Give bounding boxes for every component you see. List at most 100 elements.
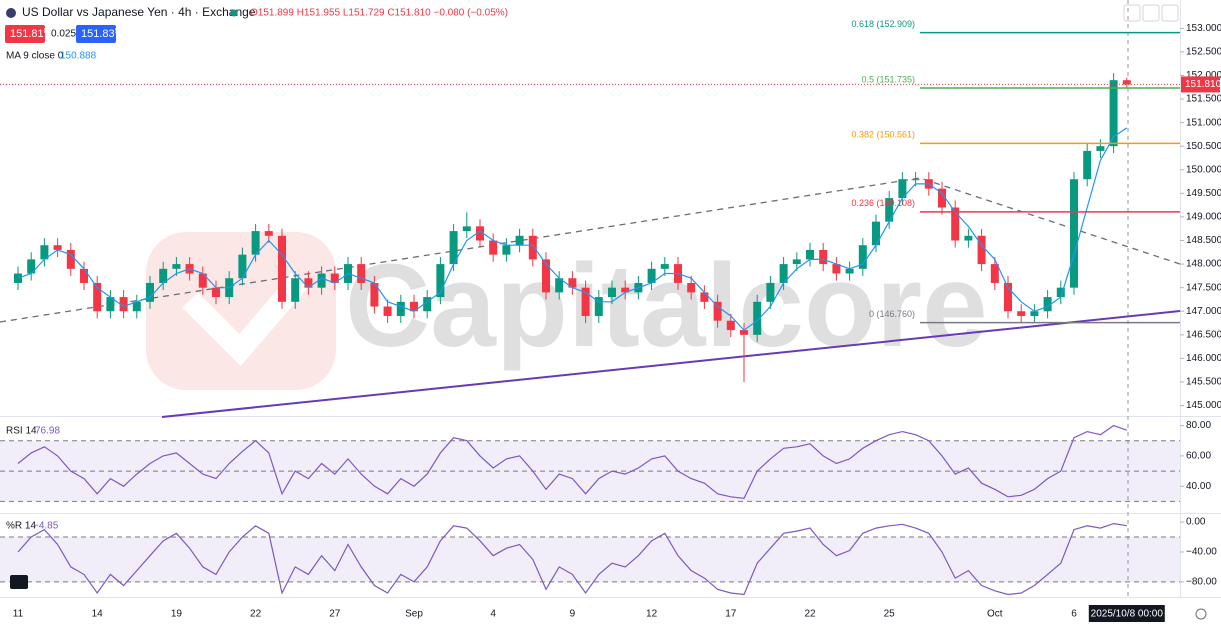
candle-body — [1043, 297, 1052, 312]
candle-body — [410, 301, 418, 312]
y-tick-label: −80.00 — [1186, 576, 1217, 587]
candle-body — [502, 245, 511, 255]
settings-button[interactable] — [1195, 608, 1207, 620]
candle-body — [555, 278, 564, 293]
candle-body — [713, 301, 722, 321]
ma-legend-name: MA 9 close 0 — [6, 51, 64, 62]
candle-body — [872, 221, 880, 246]
series-line — [17, 424, 1127, 500]
candle-body — [172, 264, 181, 269]
ohlc-legend: O151.899 H151.955 L151.729 C151.810 −0.0… — [250, 8, 508, 19]
candle-body — [964, 235, 973, 241]
y-tick-label: 153.000 — [1186, 23, 1221, 34]
candle-body — [291, 278, 300, 302]
x-tick-label: 4 — [490, 609, 496, 620]
candle-body — [1017, 311, 1026, 316]
level-band — [0, 537, 1180, 582]
y-tick-label: 148.500 — [1186, 235, 1221, 246]
x-tick-label: 6 — [1071, 609, 1077, 620]
x-tick-label: 14 — [92, 609, 104, 620]
x-tick-label: 17 — [725, 609, 737, 620]
candle-body — [80, 268, 88, 283]
button[interactable] — [1161, 4, 1179, 22]
candle-body — [357, 264, 366, 283]
candle-body — [198, 273, 207, 288]
button[interactable] — [1142, 4, 1160, 22]
time-badge — [1088, 605, 1165, 622]
candle-body — [938, 188, 946, 208]
candle-body — [568, 278, 577, 288]
candle-body — [251, 231, 260, 255]
candle-body — [1109, 80, 1118, 147]
x-tick-label: 27 — [329, 609, 341, 620]
candle-body — [581, 287, 590, 316]
ma-legend-value: 150.888 — [60, 51, 97, 62]
candle-body — [1004, 282, 1012, 312]
ask-button[interactable] — [76, 25, 116, 43]
candle-body — [898, 179, 907, 199]
watermark: Capitalcore — [345, 240, 988, 372]
candle-body — [740, 330, 748, 335]
bid-button[interactable] — [5, 25, 45, 43]
y-tick-label: 145.000 — [1186, 400, 1221, 411]
candle-body — [753, 301, 762, 335]
y-tick-label: 145.500 — [1186, 377, 1221, 388]
candle-body — [423, 297, 432, 312]
y-tick-label: 0.00 — [1186, 517, 1206, 528]
x-tick-label: Oct — [987, 609, 1003, 620]
candle-body — [1122, 80, 1131, 85]
bid-pip[interactable]: 0 — [44, 28, 48, 35]
y-tick-label: 146.500 — [1186, 329, 1221, 340]
wr-legend-value: −4.85 — [33, 521, 59, 532]
candle-body — [238, 254, 247, 279]
rsi-legend-value: 76.98 — [35, 426, 60, 437]
x-tick-label: Sep — [405, 609, 423, 620]
candle-body — [779, 264, 788, 283]
chart-title: US Dollar vs Japanese Yen · 4h · Exchang… — [22, 5, 256, 19]
ask-pip[interactable]: 5 — [115, 28, 119, 35]
candle-body — [1030, 311, 1039, 316]
candle-body — [726, 320, 735, 331]
candle-body — [278, 235, 286, 302]
candle-body — [53, 245, 62, 250]
candle-body — [845, 268, 854, 274]
fib-label: 0 (146.760) — [869, 309, 915, 319]
y-tick-label: 80.00 — [1186, 420, 1211, 431]
candle-body — [542, 259, 550, 293]
candle-body — [990, 264, 999, 283]
spread: 0.025 — [51, 29, 76, 40]
candle-body — [700, 292, 709, 302]
button[interactable] — [1123, 4, 1141, 22]
candle-body — [1083, 150, 1092, 180]
series-line — [17, 127, 1128, 331]
bid-price[interactable]: 151.810 — [10, 28, 48, 40]
rsi-legend-name: RSI 14 — [6, 426, 37, 437]
candle-body — [264, 231, 273, 236]
x-tick-label: 9 — [570, 609, 576, 620]
candle-body — [383, 306, 392, 316]
ask[interactable]: 151.83 — [81, 28, 115, 40]
x-tick-label: 2025/10/8 00:00 — [1091, 609, 1164, 620]
price-badge-label: 151.810 — [1185, 79, 1221, 90]
candle-body — [489, 240, 498, 255]
candle-body — [40, 245, 49, 260]
fib-label: 0.236 (149.108) — [851, 198, 915, 208]
candle-body — [766, 282, 775, 302]
ask-price[interactable]: 151.835 — [81, 28, 119, 40]
candle-body — [647, 268, 656, 283]
y-tick-label: 149.500 — [1186, 188, 1221, 199]
trend-line — [0, 177, 1181, 323]
y-tick-label: 150.000 — [1186, 164, 1221, 175]
candle-body — [621, 287, 630, 293]
candle-body — [317, 273, 326, 288]
candle-body — [14, 273, 22, 283]
candle-body — [146, 282, 154, 302]
y-tick-label: 146.000 — [1186, 353, 1221, 364]
candle-body — [212, 287, 220, 298]
candle-body — [911, 179, 920, 181]
candle-body — [792, 259, 801, 265]
bid[interactable]: 151.81 — [10, 28, 44, 40]
x-tick-label: 22 — [250, 609, 262, 620]
candle-body — [819, 249, 828, 265]
